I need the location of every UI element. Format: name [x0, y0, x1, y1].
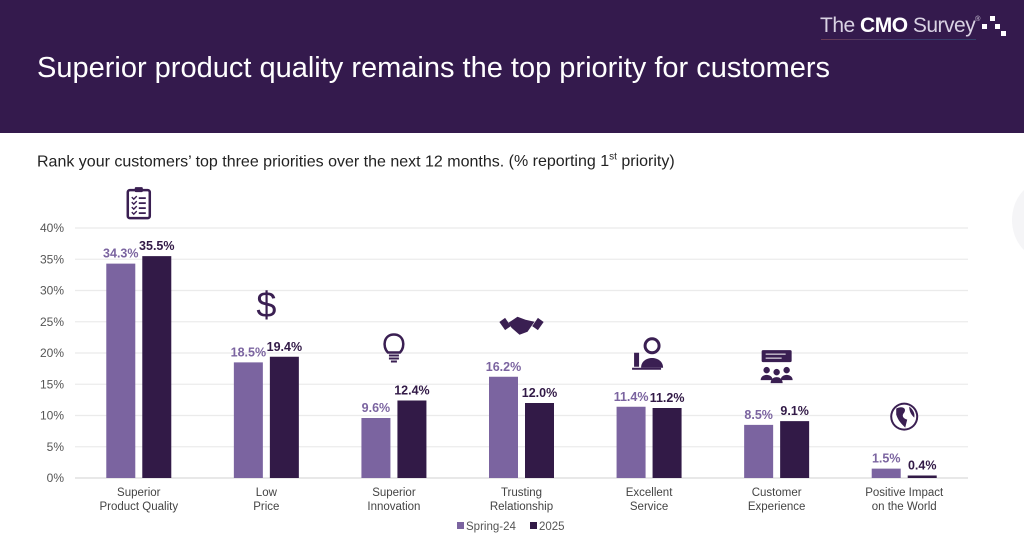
data-label: 11.2% [650, 391, 685, 405]
legend-label: 2025 [539, 521, 565, 533]
logo-underline [821, 39, 976, 40]
bar-spring-24 [744, 424, 774, 478]
data-label: 12.4% [394, 384, 429, 398]
data-label: 0.4% [908, 459, 937, 473]
data-label: 12.0% [522, 386, 557, 400]
bars [106, 256, 937, 478]
category-labels: Superior Product Quality Low Price Superior I… [99, 487, 944, 513]
legend-swatch [530, 522, 537, 529]
bar-spring-24 [106, 263, 136, 478]
y-tick-label: 30% [40, 284, 64, 298]
y-tick-label: 5% [47, 440, 65, 454]
dollar-sign-icon: $ [256, 284, 276, 325]
bar-2025 [142, 256, 172, 478]
y-tick-label: 40% [40, 221, 64, 235]
legend-label: Spring-24 [466, 521, 516, 533]
bar-spring-24 [616, 406, 646, 478]
audience-speech-icon [760, 350, 793, 384]
y-axis-ticks: 0% 5% 10% 15% 20% 25% 30% 35% 40% [40, 221, 64, 485]
note-sup: st [609, 152, 617, 163]
bar-spring-24 [871, 468, 901, 478]
globe-icon [890, 402, 919, 431]
category-label: Low [256, 487, 278, 499]
y-tick-label: 35% [40, 252, 64, 266]
y-tick-label: 25% [40, 315, 64, 329]
bar-2025 [397, 400, 427, 478]
category-label: Customer [752, 487, 802, 499]
gridlines [75, 227, 968, 479]
data-label: 11.4% [614, 390, 649, 404]
bar-spring-24 [361, 418, 391, 478]
bar-2025 [652, 408, 682, 478]
bar-2025 [907, 475, 937, 478]
category-label: Positive Impact [865, 487, 944, 499]
registered-mark: ® [975, 16, 980, 23]
data-label: 1.5% [872, 452, 901, 466]
data-label: 19.4% [267, 340, 302, 354]
y-tick-label: 20% [40, 346, 64, 360]
y-tick-label: 0% [47, 471, 65, 485]
note-prefix: (% reporting 1 [508, 153, 610, 171]
logo-suffix: Survey [907, 14, 976, 37]
data-label: 9.6% [362, 401, 391, 415]
category-label: Experience [748, 501, 806, 513]
bar-2025 [525, 403, 554, 478]
note-suffix: priority) [616, 153, 675, 171]
logo-dots-icon [982, 16, 1008, 40]
category-label: Superior [372, 487, 416, 499]
y-tick-label: 15% [40, 377, 64, 391]
category-label: Price [253, 501, 279, 513]
data-label: 35.5% [139, 239, 174, 253]
category-label: Excellent [626, 487, 673, 499]
y-tick-label: 10% [40, 409, 64, 423]
cmo-survey-logo: The CMO Survey® [820, 14, 980, 38]
category-label: Innovation [367, 501, 420, 513]
category-label: on the World [872, 501, 937, 513]
svg-text:$: $ [256, 284, 276, 325]
data-labels: 34.3%35.5% 18.5% 19.4% 9.6%12.4% 16.2%12.0% 1… [103, 239, 936, 472]
chart-question: Rank your customers’ top three prioritie… [37, 152, 675, 171]
category-label: Service [630, 501, 668, 513]
category-label: Relationship [490, 501, 553, 513]
bar-spring-24 [489, 376, 518, 478]
legend-swatch [457, 522, 464, 529]
legend: Spring-24 2025 [457, 521, 565, 533]
header-banner [0, 0, 1024, 133]
question-note: (% reporting 1st priority) [508, 152, 675, 171]
category-label: Superior [117, 487, 161, 499]
category-label: Product Quality [99, 501, 178, 513]
logo-prefix: The [820, 14, 861, 37]
logo-bold: CMO [860, 14, 908, 37]
bar-spring-24 [233, 362, 263, 478]
data-label: 8.5% [744, 408, 773, 422]
category-label: Trusting [501, 487, 542, 499]
data-label: 34.3% [103, 247, 138, 261]
question-text: Rank your customers’ top three prioritie… [37, 153, 509, 171]
data-label: 9.1% [780, 404, 809, 418]
data-label: 16.2% [486, 360, 521, 374]
bar-2025 [269, 356, 299, 478]
category-icons: $ [126, 187, 919, 431]
service-person-icon [632, 337, 664, 370]
data-label: 18.5% [231, 345, 266, 359]
lightbulb-icon [383, 333, 405, 363]
page-title: Superior product quality remains the top… [37, 52, 831, 84]
clipboard-checklist-icon [126, 187, 152, 220]
handshake-icon [499, 316, 544, 335]
bar-2025 [780, 421, 810, 478]
